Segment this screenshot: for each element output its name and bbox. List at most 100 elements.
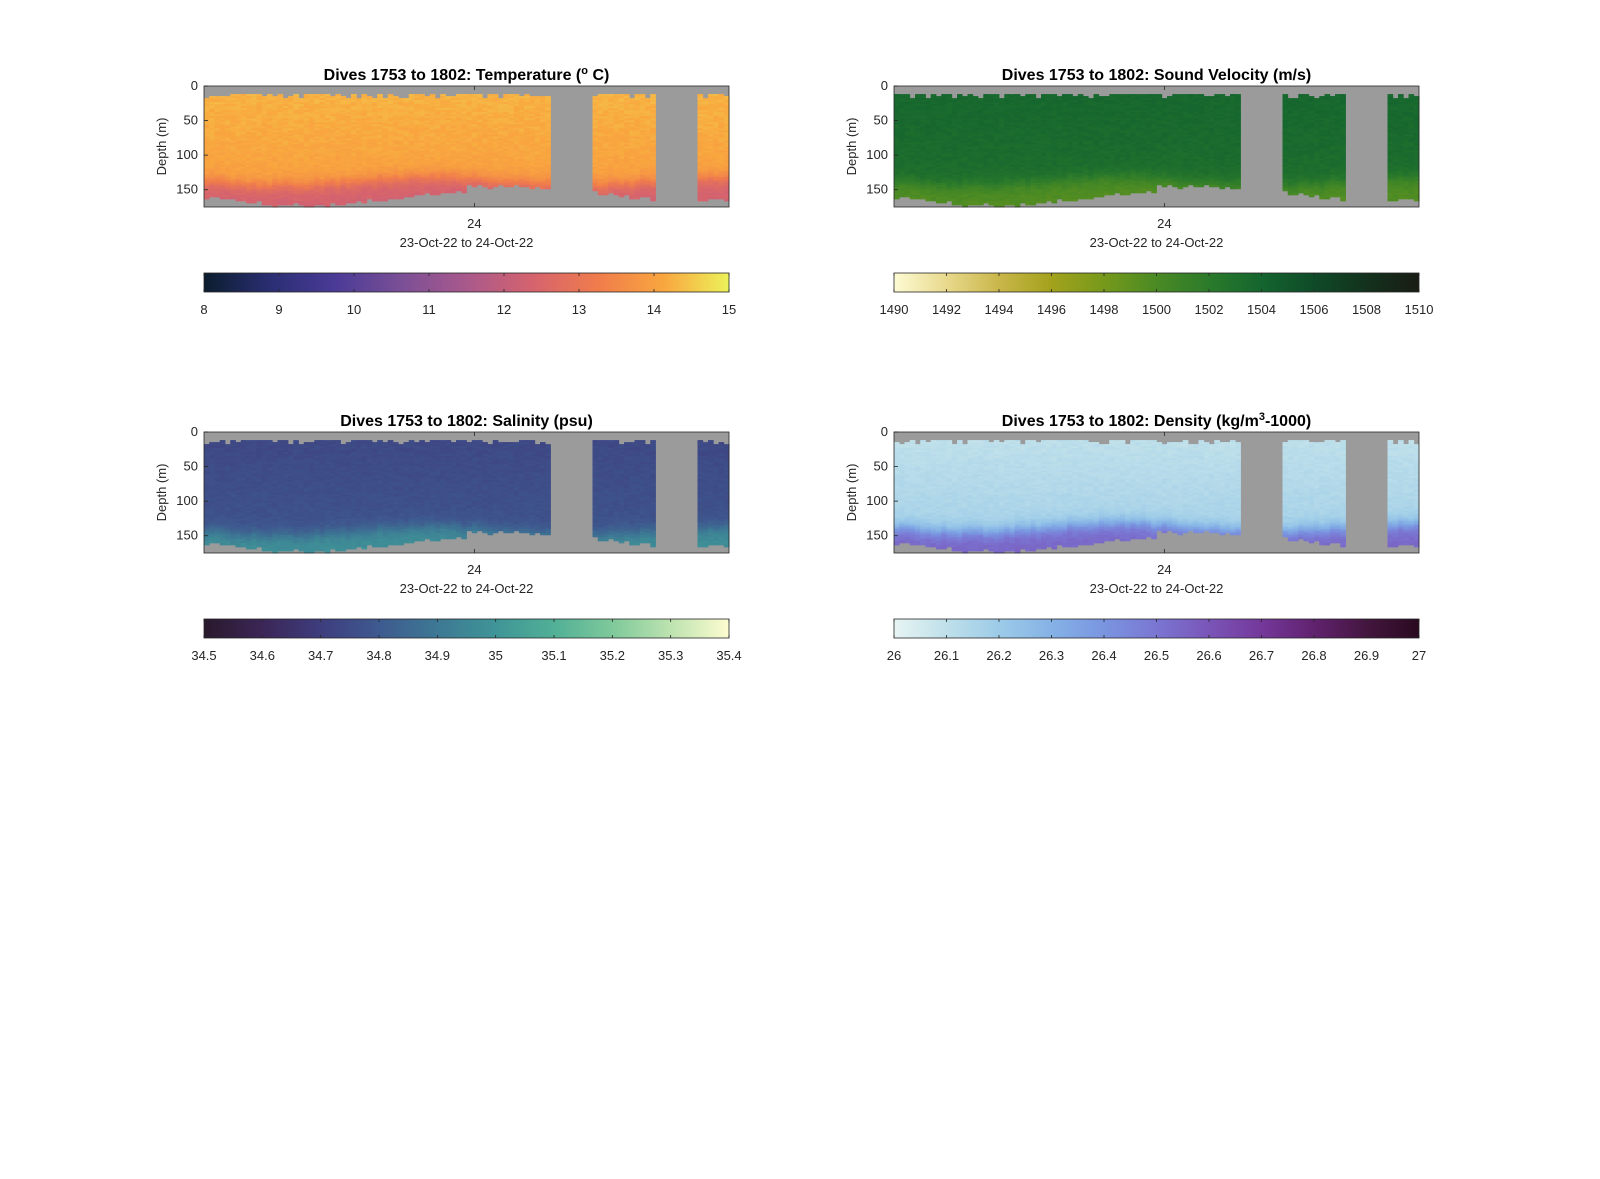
heatmap-cell — [387, 190, 394, 194]
heatmap-cell — [240, 194, 247, 198]
heatmap-cell — [256, 162, 263, 166]
heatmap-cell — [219, 168, 226, 172]
heatmap-cell — [487, 114, 494, 117]
heatmap-cell — [230, 120, 236, 123]
heatmap-cell — [319, 178, 326, 182]
heatmap-cell — [513, 128, 520, 131]
heatmap-cell — [624, 108, 630, 111]
heatmap-cell — [629, 166, 635, 170]
heatmap-cell — [419, 114, 425, 117]
heatmap-cell — [293, 174, 299, 178]
heatmap-cell — [461, 130, 467, 133]
heatmap-cell — [293, 198, 299, 202]
heatmap-cell — [314, 124, 320, 127]
heatmap-cell — [951, 148, 958, 151]
heatmap-cell — [450, 172, 457, 176]
heatmap-cell — [230, 150, 236, 153]
heatmap-cell — [261, 98, 268, 101]
heatmap-cell — [951, 162, 958, 166]
heatmap-cell — [456, 118, 462, 121]
heatmap-cell — [508, 142, 515, 145]
heatmap-cell — [718, 172, 725, 176]
heatmap-cell — [450, 146, 457, 149]
heatmap-cell — [477, 108, 483, 111]
heatmap-cell — [303, 202, 310, 206]
heatmap-cell — [277, 196, 284, 200]
heatmap-cell — [345, 102, 352, 105]
heatmap-cell — [382, 104, 389, 107]
heatmap-cell — [351, 112, 357, 115]
heatmap-cell — [936, 190, 942, 194]
heatmap-cell — [267, 102, 273, 105]
heatmap-cell — [356, 172, 362, 176]
heatmap-cell — [471, 172, 478, 176]
heatmap-cell — [445, 100, 452, 103]
heatmap-cell — [424, 146, 431, 149]
heatmap-cell — [445, 134, 452, 137]
heatmap-cell — [251, 176, 257, 180]
heatmap-cell — [629, 114, 635, 117]
heatmap-cell — [419, 134, 425, 137]
heatmap-cell — [356, 182, 362, 186]
heatmap-cell — [351, 118, 357, 121]
heatmap-cell — [941, 116, 947, 119]
heatmap-cell — [925, 140, 932, 143]
heatmap-cell — [915, 100, 921, 103]
heatmap-cell — [225, 192, 231, 196]
heatmap-cell — [214, 164, 221, 168]
heatmap-cell — [957, 156, 963, 159]
heatmap-cell — [513, 140, 520, 143]
heatmap-cell — [435, 174, 441, 178]
heatmap-cell — [946, 132, 953, 135]
heatmap-cell — [435, 144, 441, 147]
heatmap-cell — [314, 128, 320, 131]
heatmap-cell — [309, 154, 315, 157]
heatmap-cell — [288, 172, 294, 176]
heatmap-cell — [288, 182, 294, 186]
heatmap-cell — [713, 114, 719, 117]
heatmap-cell — [230, 192, 236, 196]
heatmap-cell — [267, 186, 273, 190]
heatmap-cell — [272, 162, 278, 166]
heatmap-cell — [330, 188, 336, 192]
heatmap-cell — [319, 170, 326, 174]
heatmap-cell — [298, 140, 305, 143]
heatmap-cell — [288, 180, 294, 184]
heatmap-cell — [894, 190, 900, 194]
heatmap-cell — [251, 196, 257, 200]
heatmap-cell — [340, 138, 347, 141]
heatmap-cell — [235, 138, 242, 141]
heatmap-cell — [298, 152, 305, 155]
heatmap-cell — [230, 122, 236, 125]
heatmap-cell — [214, 172, 221, 176]
heatmap-cell — [708, 126, 714, 129]
heatmap-cell — [319, 190, 326, 194]
heatmap-cell — [445, 106, 452, 109]
heatmap-cell — [941, 182, 947, 186]
heatmap-cell — [330, 194, 336, 198]
heatmap-cell — [214, 132, 221, 135]
heatmap-cell — [925, 166, 932, 170]
heatmap-cell — [613, 132, 620, 135]
heatmap-cell — [330, 114, 336, 117]
heatmap-cell — [951, 176, 958, 180]
heatmap-cell — [382, 194, 389, 198]
heatmap-cell — [477, 154, 483, 157]
heatmap-cell — [534, 100, 541, 103]
heatmap-cell — [225, 96, 231, 99]
heatmap-cell — [951, 132, 958, 135]
heatmap-cell — [930, 150, 937, 153]
heatmap-cell — [645, 136, 651, 139]
heatmap-cell — [372, 144, 378, 147]
heatmap-cell — [645, 142, 651, 145]
heatmap-cell — [219, 160, 226, 164]
heatmap-cell — [219, 184, 226, 188]
heatmap-cell — [272, 186, 278, 190]
heatmap-cell — [351, 152, 357, 155]
heatmap-cell — [309, 188, 315, 192]
heatmap-cell — [403, 130, 410, 133]
colorbar-tick-label: 11 — [422, 302, 436, 317]
heatmap-cell — [498, 144, 504, 147]
heatmap-cell — [708, 134, 714, 137]
heatmap-cell — [529, 144, 536, 147]
